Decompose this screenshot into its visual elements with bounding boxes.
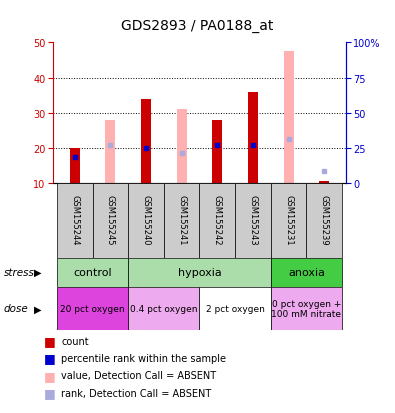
Bar (319, 182, 329, 184)
Text: 2 pct oxygen: 2 pct oxygen (206, 304, 265, 313)
Text: GSM155243: GSM155243 (248, 194, 258, 245)
Bar (70, 149, 80, 184)
Text: GSM155242: GSM155242 (213, 194, 222, 244)
Text: ■: ■ (43, 334, 55, 347)
Bar (92, 184, 128, 258)
Text: ■: ■ (43, 351, 55, 365)
Text: anoxia: anoxia (288, 268, 325, 278)
Bar (199, 287, 271, 330)
Text: ■: ■ (43, 386, 55, 399)
Text: GSM155244: GSM155244 (70, 194, 79, 244)
Text: rank, Detection Call = ABSENT: rank, Detection Call = ABSENT (61, 388, 211, 398)
Bar (235, 184, 271, 258)
Text: ▶: ▶ (34, 268, 41, 278)
Bar (284, 52, 293, 184)
Text: stress: stress (4, 268, 35, 278)
Bar (128, 184, 164, 258)
Bar (57, 287, 128, 330)
Bar (199, 184, 235, 258)
Text: percentile rank within the sample: percentile rank within the sample (61, 353, 226, 363)
Bar (212, 121, 222, 184)
Text: GSM155245: GSM155245 (106, 194, 115, 244)
Bar (164, 184, 199, 258)
Bar (105, 121, 115, 184)
Text: GDS2893 / PA0188_at: GDS2893 / PA0188_at (121, 19, 274, 33)
Text: ■: ■ (43, 369, 55, 382)
Bar (128, 258, 271, 287)
Text: GSM155239: GSM155239 (320, 194, 329, 245)
Text: GSM155240: GSM155240 (141, 194, 150, 244)
Bar (57, 258, 128, 287)
Text: dose: dose (4, 304, 29, 314)
Text: GSM155231: GSM155231 (284, 194, 293, 245)
Text: 20 pct oxygen: 20 pct oxygen (60, 304, 125, 313)
Bar (307, 184, 342, 258)
Bar (248, 93, 258, 184)
Text: hypoxia: hypoxia (178, 268, 221, 278)
Text: value, Detection Call = ABSENT: value, Detection Call = ABSENT (61, 370, 216, 380)
Text: GSM155241: GSM155241 (177, 194, 186, 244)
Bar (57, 184, 92, 258)
Text: 0.4 pct oxygen: 0.4 pct oxygen (130, 304, 198, 313)
Bar (271, 258, 342, 287)
Bar (319, 182, 329, 184)
Bar (177, 110, 187, 184)
Bar (141, 100, 151, 184)
Bar (271, 184, 307, 258)
Text: 0 pct oxygen +
100 mM nitrate: 0 pct oxygen + 100 mM nitrate (271, 299, 341, 318)
Text: count: count (61, 336, 89, 346)
Bar (128, 287, 199, 330)
Bar (271, 287, 342, 330)
Text: control: control (73, 268, 112, 278)
Text: ▶: ▶ (34, 304, 41, 314)
